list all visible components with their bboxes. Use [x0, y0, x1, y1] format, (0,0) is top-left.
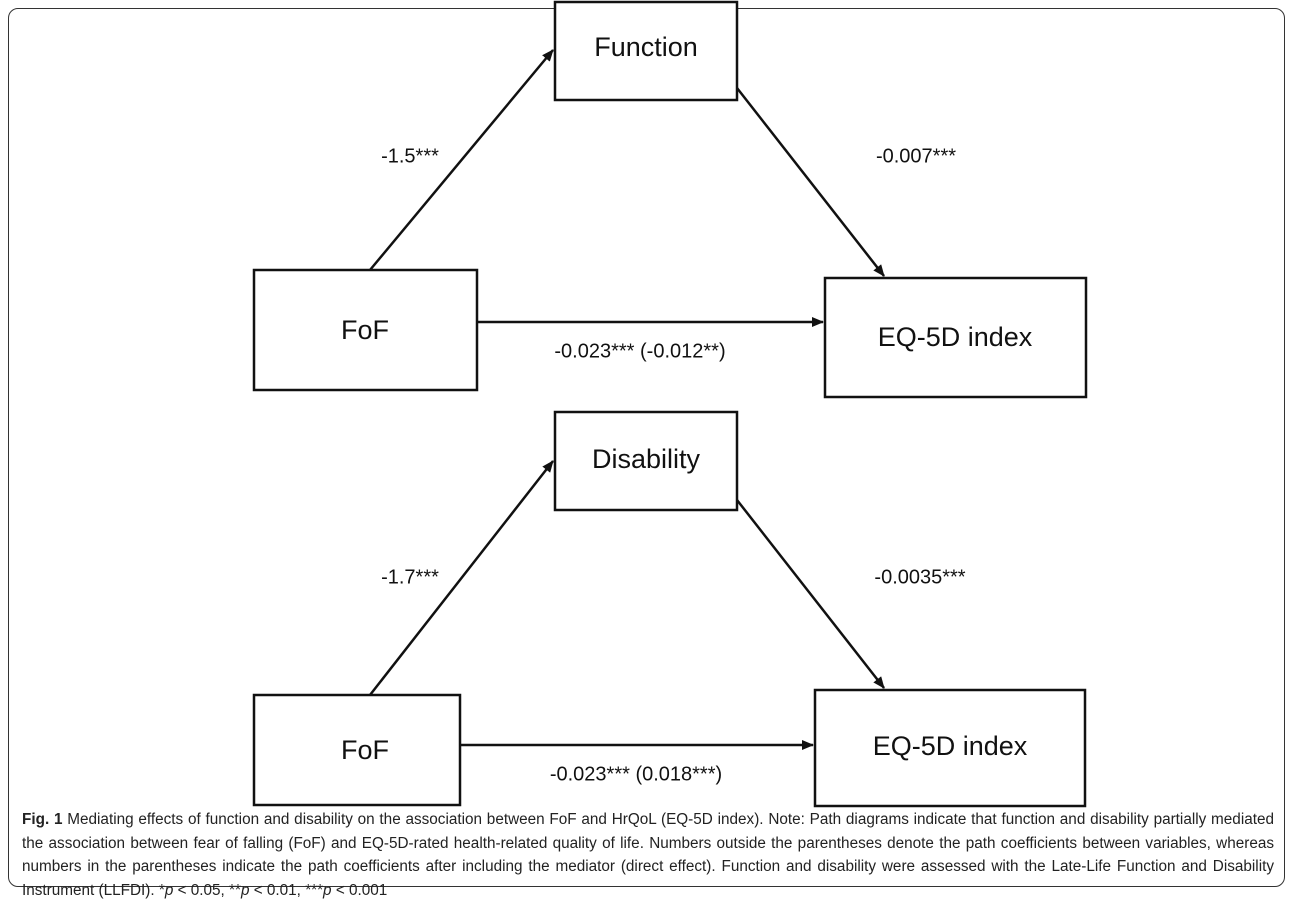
significance: **p < 0.01,: [229, 882, 301, 899]
p-symbol: p: [323, 881, 332, 899]
mediator-label: Function: [594, 32, 698, 62]
stars: **: [229, 881, 241, 899]
outcome-box: [823, 276, 1088, 399]
significance: *p < 0.05,: [159, 882, 225, 899]
threshold: < 0.001: [335, 881, 388, 899]
caption: Fig. 1 Mediating effects of function and…: [22, 808, 1274, 902]
outcome-label: EQ-5D index: [873, 731, 1028, 761]
arrow: [736, 499, 885, 689]
significance: ***p < 0.001: [305, 882, 387, 899]
outcome-box: [813, 688, 1087, 808]
predictor-box: [252, 268, 479, 392]
predictor-label: FoF: [341, 315, 389, 345]
threshold: < 0.05,: [177, 881, 225, 899]
mediator-box: [553, 410, 739, 512]
diagram: Function FoF EQ-5D index -1.5*** -0.007*…: [252, 0, 1088, 399]
arrow: [736, 87, 885, 277]
path-a-coefficient: -1.5***: [381, 145, 439, 167]
stars: ***: [305, 881, 324, 899]
diagram: Disability FoF EQ-5D index -1.7*** -0.00…: [252, 410, 1087, 808]
mediator-label: Disability: [592, 444, 701, 474]
path-b-coefficient: -0.0035***: [874, 566, 965, 588]
p-symbol: p: [164, 881, 174, 899]
arrow: [369, 49, 554, 271]
stars: *: [158, 881, 165, 899]
path-c-coefficient: -0.023*** (-0.012**): [554, 340, 725, 362]
caption-text: Mediating effects of function and disabi…: [22, 811, 1274, 899]
p-symbol: p: [240, 881, 250, 899]
path-c-coefficient: -0.023*** (0.018***): [550, 763, 722, 785]
path-diagrams: Function FoF EQ-5D index -1.5*** -0.007*…: [252, 0, 1088, 808]
predictor-label: FoF: [341, 735, 389, 765]
path-a-coefficient: -1.7***: [381, 566, 439, 588]
arrow: [369, 460, 554, 696]
path-b-coefficient: -0.007***: [876, 145, 956, 167]
mediator-box: [553, 0, 739, 102]
outcome-label: EQ-5D index: [878, 322, 1033, 352]
caption-label: Fig. 1: [22, 811, 63, 828]
predictor-box: [252, 693, 462, 807]
threshold: < 0.01,: [253, 881, 301, 899]
